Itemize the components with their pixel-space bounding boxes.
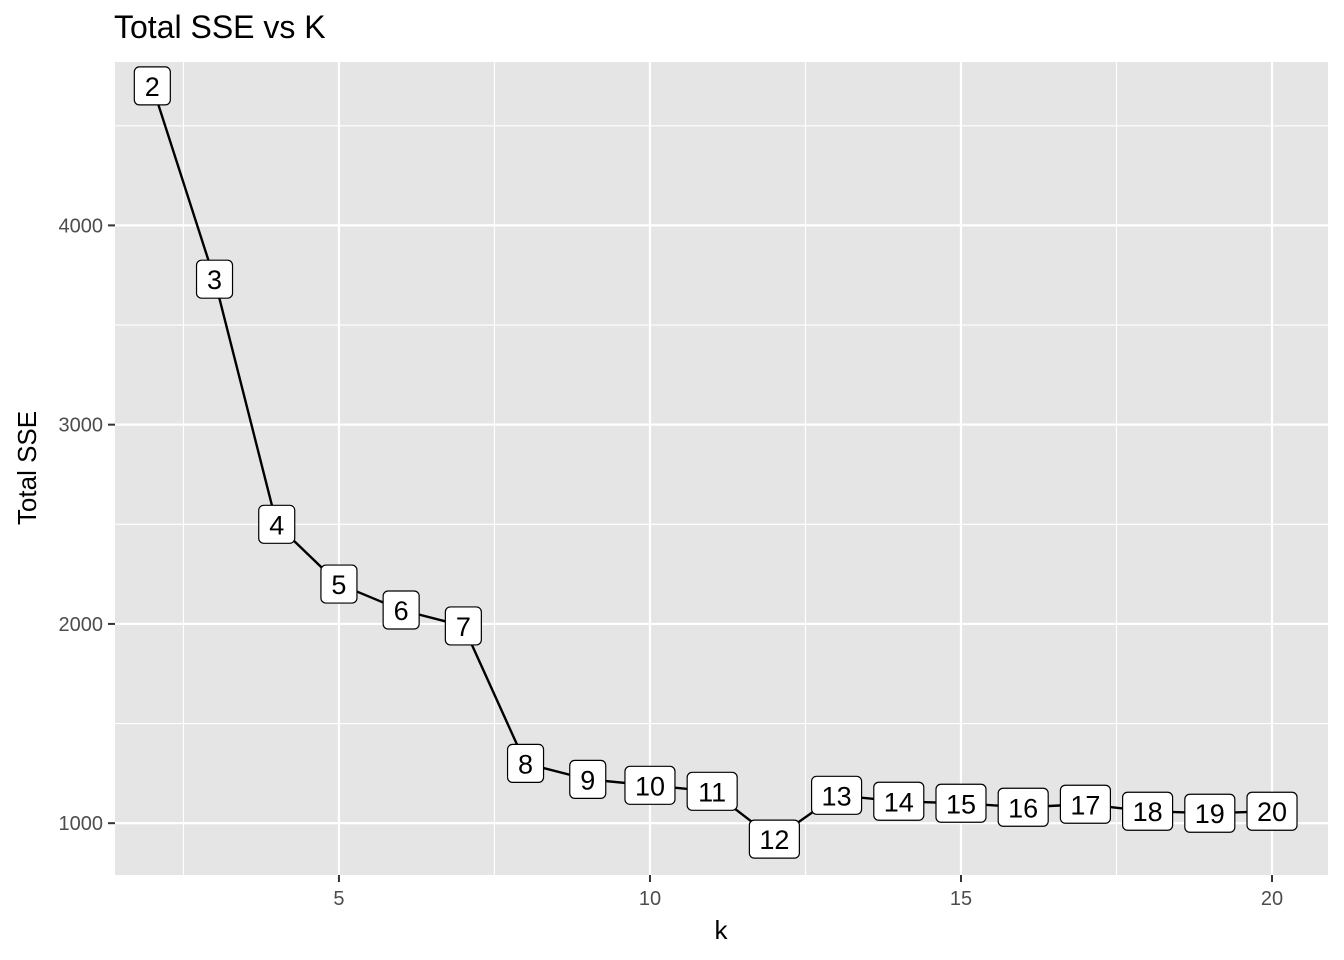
point-label-9: 9: [570, 760, 606, 798]
point-label-8: 8: [508, 744, 544, 782]
point-label-text: 19: [1195, 799, 1225, 829]
point-label-7: 7: [445, 607, 481, 645]
point-label-text: 20: [1257, 797, 1287, 827]
point-label-text: 13: [822, 781, 852, 811]
point-label-2: 2: [134, 67, 170, 105]
chart-title: Total SSE vs K: [114, 9, 326, 45]
y-tick-label: 4000: [59, 215, 104, 237]
point-label-text: 3: [207, 265, 222, 295]
x-tick-label: 15: [950, 888, 972, 910]
point-label-text: 10: [635, 771, 665, 801]
x-tick-label: 20: [1261, 888, 1283, 910]
y-axis-title: Total SSE: [12, 411, 42, 525]
point-label-text: 9: [580, 765, 595, 795]
point-label-14: 14: [874, 782, 924, 820]
point-label-12: 12: [749, 820, 799, 858]
point-label-text: 4: [269, 510, 284, 540]
point-label-text: 17: [1070, 790, 1100, 820]
point-label-text: 7: [456, 612, 471, 642]
point-label-19: 19: [1185, 794, 1235, 832]
plot-panel: [115, 62, 1328, 875]
point-label-11: 11: [687, 772, 737, 810]
y-tick-label: 2000: [59, 614, 104, 636]
point-label-text: 5: [331, 570, 346, 600]
x-tick-label: 10: [639, 888, 661, 910]
point-label-3: 3: [197, 260, 233, 298]
point-label-text: 18: [1133, 797, 1163, 827]
point-label-16: 16: [998, 788, 1048, 826]
point-label-10: 10: [625, 766, 675, 804]
x-tick-label: 5: [333, 888, 344, 910]
point-label-13: 13: [812, 776, 862, 814]
point-label-text: 2: [145, 72, 160, 102]
point-label-text: 8: [518, 749, 533, 779]
point-label-20: 20: [1247, 792, 1297, 830]
point-label-text: 12: [759, 825, 789, 855]
point-label-17: 17: [1060, 785, 1110, 823]
point-label-18: 18: [1123, 792, 1173, 830]
y-tick-label: 3000: [59, 415, 104, 437]
point-label-4: 4: [259, 505, 295, 543]
point-label-6: 6: [383, 591, 419, 629]
point-label-text: 6: [394, 596, 409, 626]
point-label-text: 11: [698, 777, 726, 807]
point-label-15: 15: [936, 784, 986, 822]
y-tick-label: 1000: [59, 813, 104, 835]
point-label-text: 14: [884, 787, 914, 817]
point-label-5: 5: [321, 565, 357, 603]
x-axis-title: k: [715, 915, 729, 945]
point-label-text: 15: [946, 789, 976, 819]
point-label-text: 16: [1008, 793, 1038, 823]
